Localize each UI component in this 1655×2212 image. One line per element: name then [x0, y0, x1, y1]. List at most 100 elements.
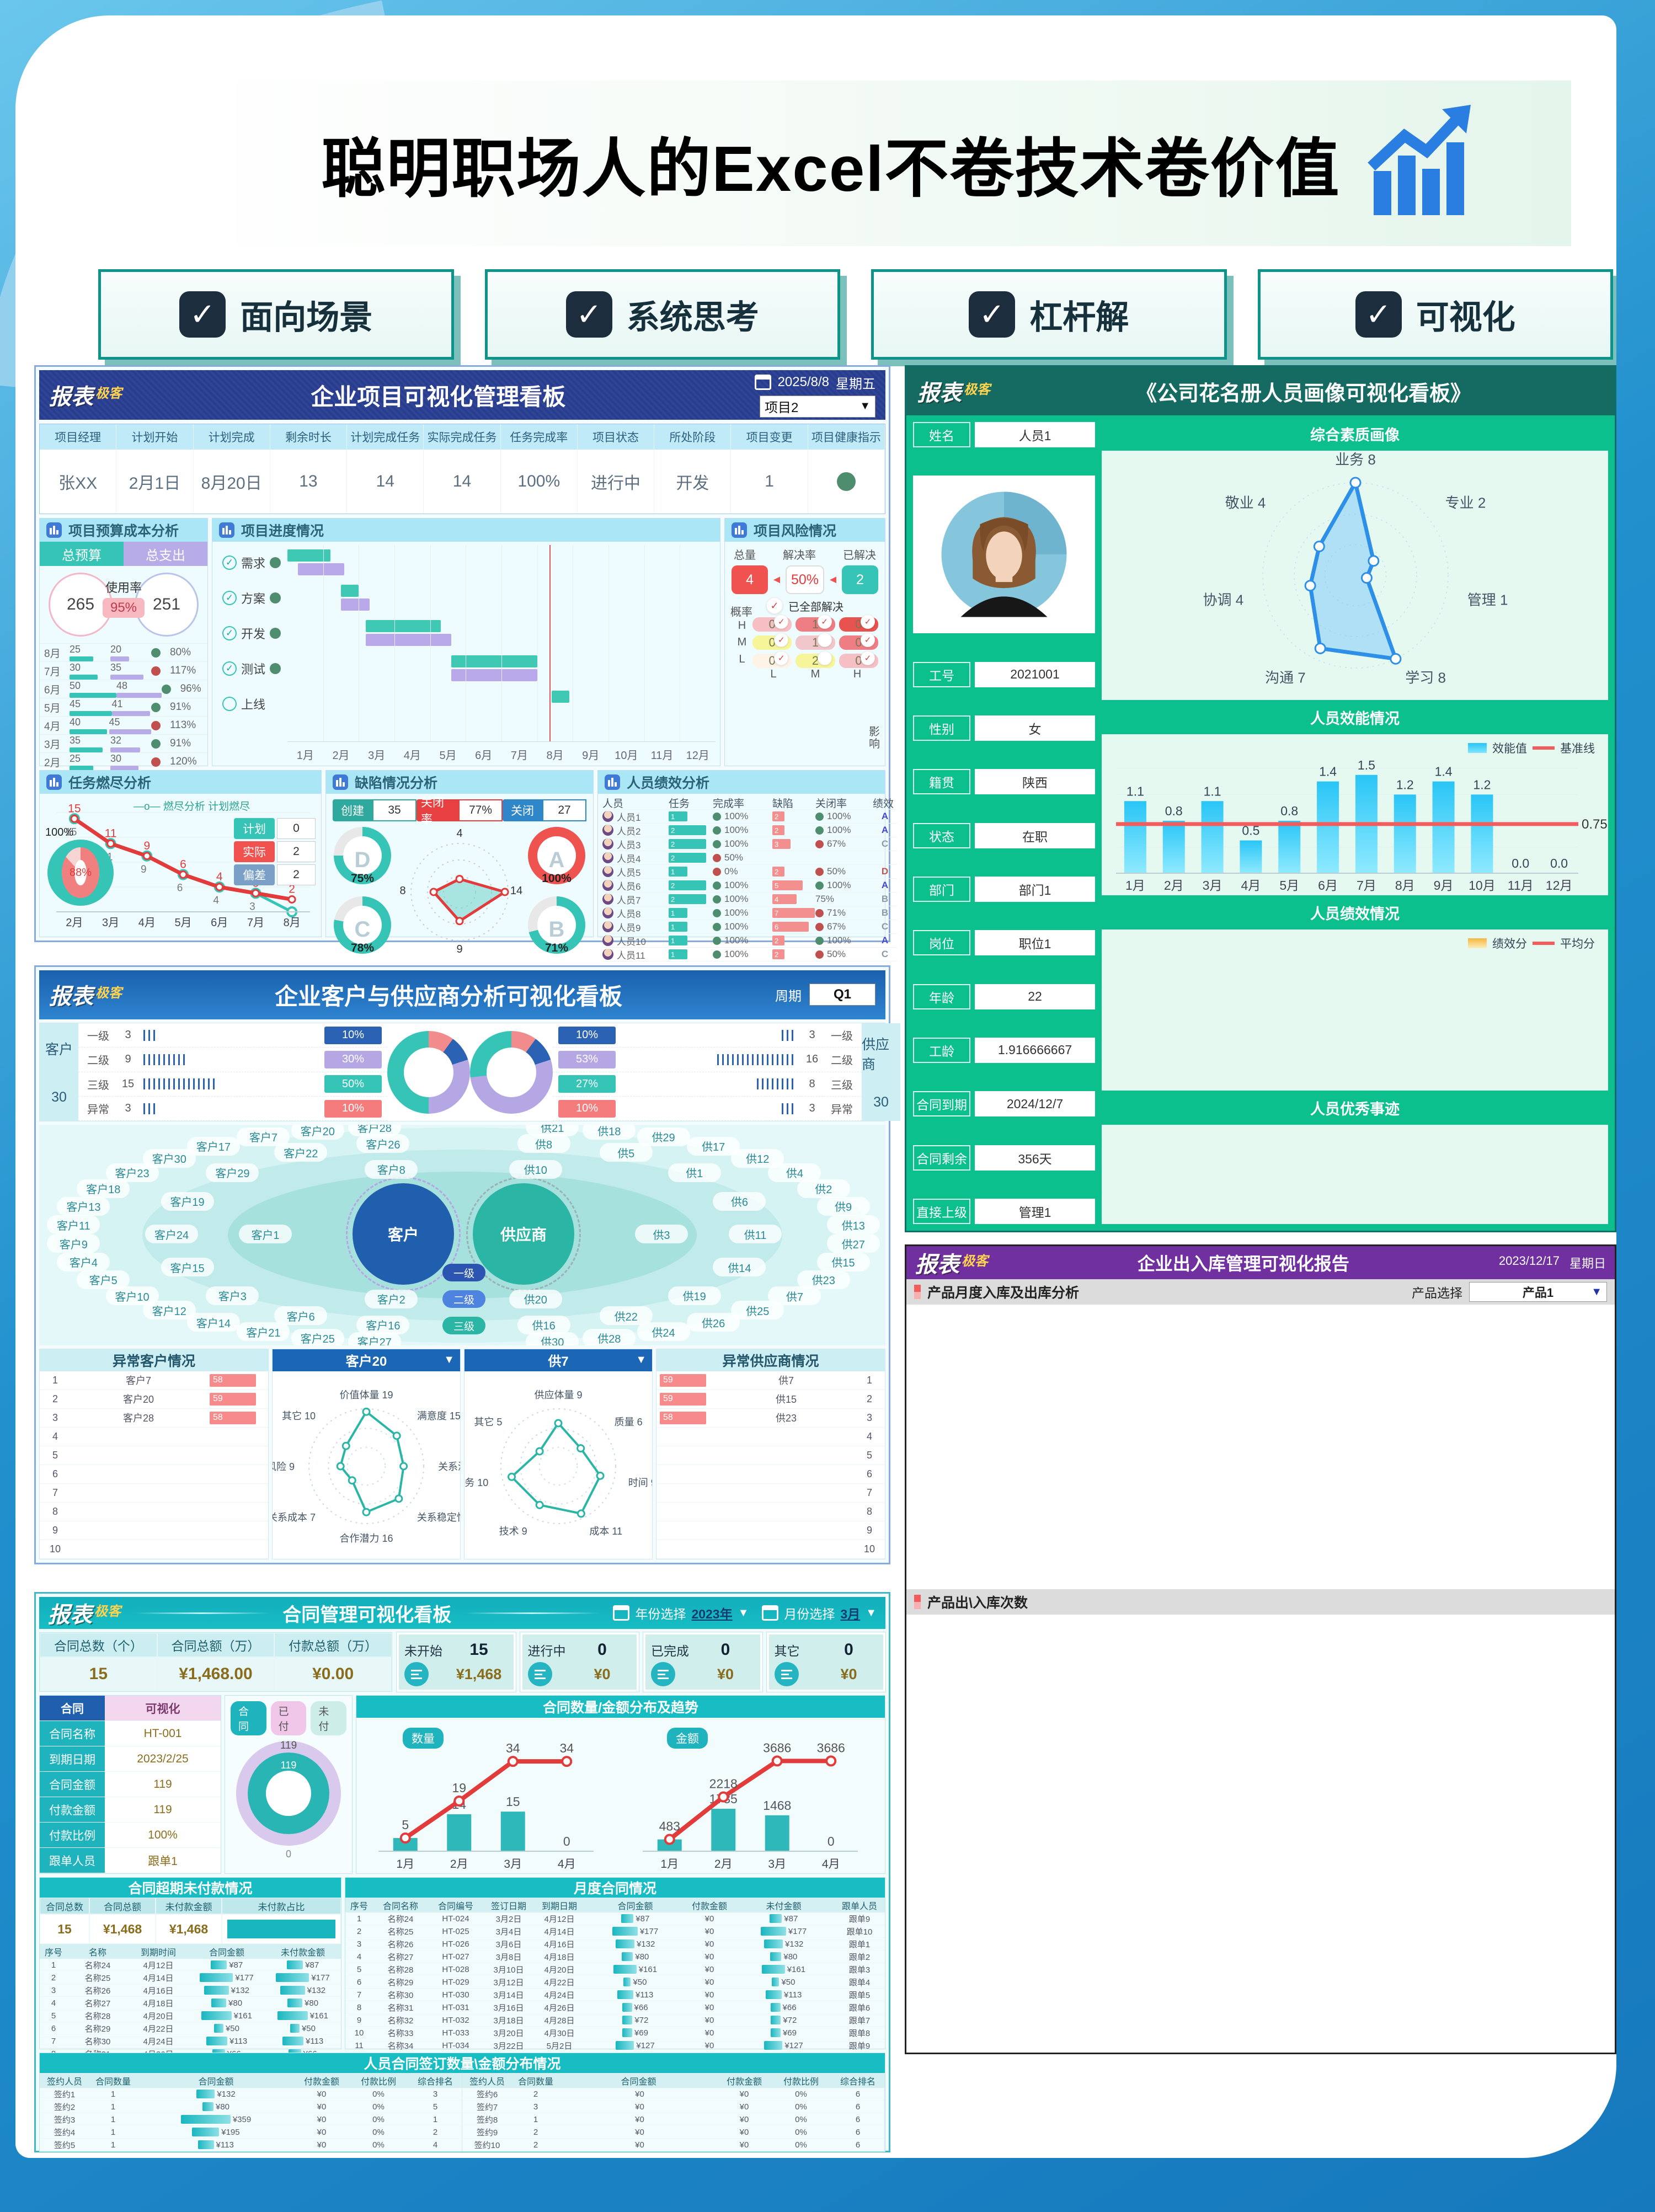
amt: ¥113 [784, 1990, 802, 2000]
relation-pill[interactable]: 客户25 [291, 1328, 344, 1345]
idx: 7 [866, 1487, 872, 1498]
product-select[interactable]: 产品1 ▼ [1469, 1282, 1607, 1302]
relation-pill[interactable]: 客户26 [356, 1134, 410, 1153]
radar-panel-title[interactable]: 供7 ▼ [465, 1349, 652, 1371]
year-select[interactable]: 年份选择 2023年 ▼ [613, 1604, 749, 1622]
relation-pill[interactable]: 客户11 [47, 1215, 100, 1235]
tier-legend-pill[interactable]: 一级 [442, 1264, 485, 1282]
relation-pill[interactable]: 客户14 [186, 1313, 240, 1332]
svg-text:成本 11: 成本 11 [589, 1526, 622, 1537]
relation-pill[interactable]: 客户13 [57, 1196, 110, 1216]
relation-pill[interactable]: 供4 [768, 1163, 821, 1182]
contract-donut-inner [248, 1752, 329, 1834]
relation-pill[interactable]: 供1 [668, 1163, 721, 1182]
calendar-icon [613, 1605, 630, 1621]
relation-pill[interactable]: 客户21 [237, 1322, 290, 1342]
relation-pill[interactable]: 客户22 [274, 1143, 328, 1162]
field-label: 工龄 [913, 1037, 970, 1063]
relation-pill[interactable]: 供22 [599, 1306, 653, 1326]
relation-pill[interactable]: 客户3 [206, 1286, 259, 1305]
card-count: 0 [720, 1641, 730, 1659]
ring-letter: A [548, 848, 565, 872]
relation-pill[interactable]: 供20 [509, 1289, 562, 1308]
relation-pill[interactable]: 客户16 [356, 1315, 410, 1334]
relation-pill[interactable]: 客户2 [365, 1289, 418, 1308]
score-chip: 59 [660, 1374, 706, 1387]
relation-pill[interactable]: 客户4 [57, 1252, 110, 1271]
rate-dot [713, 812, 721, 821]
relation-pill[interactable]: 客户30 [142, 1148, 196, 1168]
status-pill[interactable]: 已付 [270, 1701, 307, 1735]
relation-pill[interactable]: 供19 [668, 1286, 721, 1305]
relation-pill[interactable]: 供13 [826, 1215, 880, 1235]
relation-pill[interactable]: 供21 [526, 1125, 579, 1137]
tab-total-spend[interactable]: 总支出 [124, 542, 207, 566]
relation-pill[interactable]: 供30 [526, 1332, 579, 1345]
relation-pill[interactable]: 供9 [816, 1196, 870, 1216]
relation-pill[interactable]: 供10 [509, 1160, 562, 1179]
card-label: 已完成 [651, 1644, 689, 1658]
tier-legend-pill[interactable]: 二级 [442, 1290, 485, 1308]
relation-pill[interactable]: 客户6 [274, 1306, 328, 1326]
monthly-title: 月度合同情况 [345, 1878, 885, 1898]
defect-bar: 5 [772, 880, 803, 890]
relation-pill[interactable]: 供5 [599, 1143, 653, 1162]
relation-pill[interactable]: 供6 [713, 1192, 766, 1211]
relation-pill[interactable]: 供29 [637, 1127, 690, 1146]
relation-pill[interactable]: 供23 [797, 1270, 850, 1289]
relation-pill[interactable]: 客户24 [145, 1225, 198, 1244]
budget-value: 40 [70, 717, 81, 728]
relation-pill[interactable]: 供11 [729, 1225, 782, 1244]
relation-pill[interactable]: 客户15 [161, 1258, 214, 1277]
tier-legend-pill[interactable]: 三级 [442, 1317, 485, 1335]
relation-pill[interactable]: 客户17 [186, 1136, 240, 1156]
card-icon [651, 1662, 675, 1686]
relation-pill[interactable]: 供26 [687, 1313, 740, 1332]
status-pill[interactable]: 合同 [231, 1701, 266, 1735]
relation-pill[interactable]: 供18 [583, 1125, 636, 1140]
red-bar-icon [914, 1595, 921, 1609]
relation-pill[interactable]: 客户29 [206, 1163, 259, 1182]
relation-pill[interactable]: 客户5 [77, 1270, 130, 1289]
relation-pill[interactable]: 供8 [517, 1134, 570, 1153]
relation-pill[interactable]: 供28 [583, 1328, 636, 1345]
field-label: 岗位 [913, 930, 970, 956]
project-select[interactable]: 项目2 ▼ [760, 395, 875, 418]
relation-pill[interactable]: 客户10 [105, 1286, 159, 1306]
amt: ¥0 [635, 2127, 644, 2137]
relation-pill[interactable]: 客户9 [47, 1234, 100, 1253]
relation-pill[interactable]: 供16 [517, 1315, 570, 1334]
relation-pill[interactable]: 客户20 [291, 1125, 344, 1140]
relation-pill[interactable]: 供24 [637, 1322, 690, 1342]
ring-pct: 71% [544, 942, 569, 954]
relation-pill[interactable]: 供15 [816, 1252, 870, 1271]
svg-text:关系稳定性 16: 关系稳定性 16 [417, 1512, 460, 1523]
radar-panel-title[interactable]: 客户20 ▼ [273, 1349, 460, 1371]
grade-cell: C [873, 837, 897, 851]
status-pill[interactable]: 未付 [311, 1701, 347, 1735]
relation-pill[interactable]: 客户8 [365, 1160, 418, 1179]
relation-pill[interactable]: 供3 [635, 1225, 688, 1244]
relation-pill[interactable]: 客户27 [348, 1332, 401, 1345]
relation-pill[interactable]: 供14 [713, 1258, 766, 1277]
relation-pill[interactable]: 客户7 [237, 1127, 290, 1146]
relation-pill[interactable]: 供27 [826, 1234, 880, 1253]
relation-pill[interactable]: 客户1 [239, 1225, 292, 1244]
tier-pct-chip: 27% [558, 1075, 616, 1093]
th: 合同金额 [189, 1944, 265, 1959]
relation-pill[interactable]: 客户28 [348, 1125, 401, 1137]
amt: ¥113 [306, 2036, 324, 2046]
cell-mark: ✓ [861, 615, 875, 629]
relation-pill[interactable]: 客户19 [161, 1192, 214, 1211]
amt: ¥50 [781, 1977, 796, 1987]
awards-list [1102, 1125, 1608, 1224]
period-select[interactable]: Q1 [809, 984, 875, 1006]
svg-text:4月: 4月 [1241, 878, 1261, 893]
tab-total-budget[interactable]: 总预算 [40, 542, 124, 566]
eff-title: 人员效能情况 [1102, 706, 1608, 729]
relation-pill[interactable]: 供17 [687, 1136, 740, 1156]
month-select[interactable]: 月份选择 3月 ▼ [762, 1604, 877, 1622]
relation-pill[interactable]: 供25 [731, 1301, 784, 1320]
relation-pill[interactable]: 供2 [797, 1179, 850, 1198]
relation-pill[interactable]: 客户18 [77, 1179, 130, 1198]
